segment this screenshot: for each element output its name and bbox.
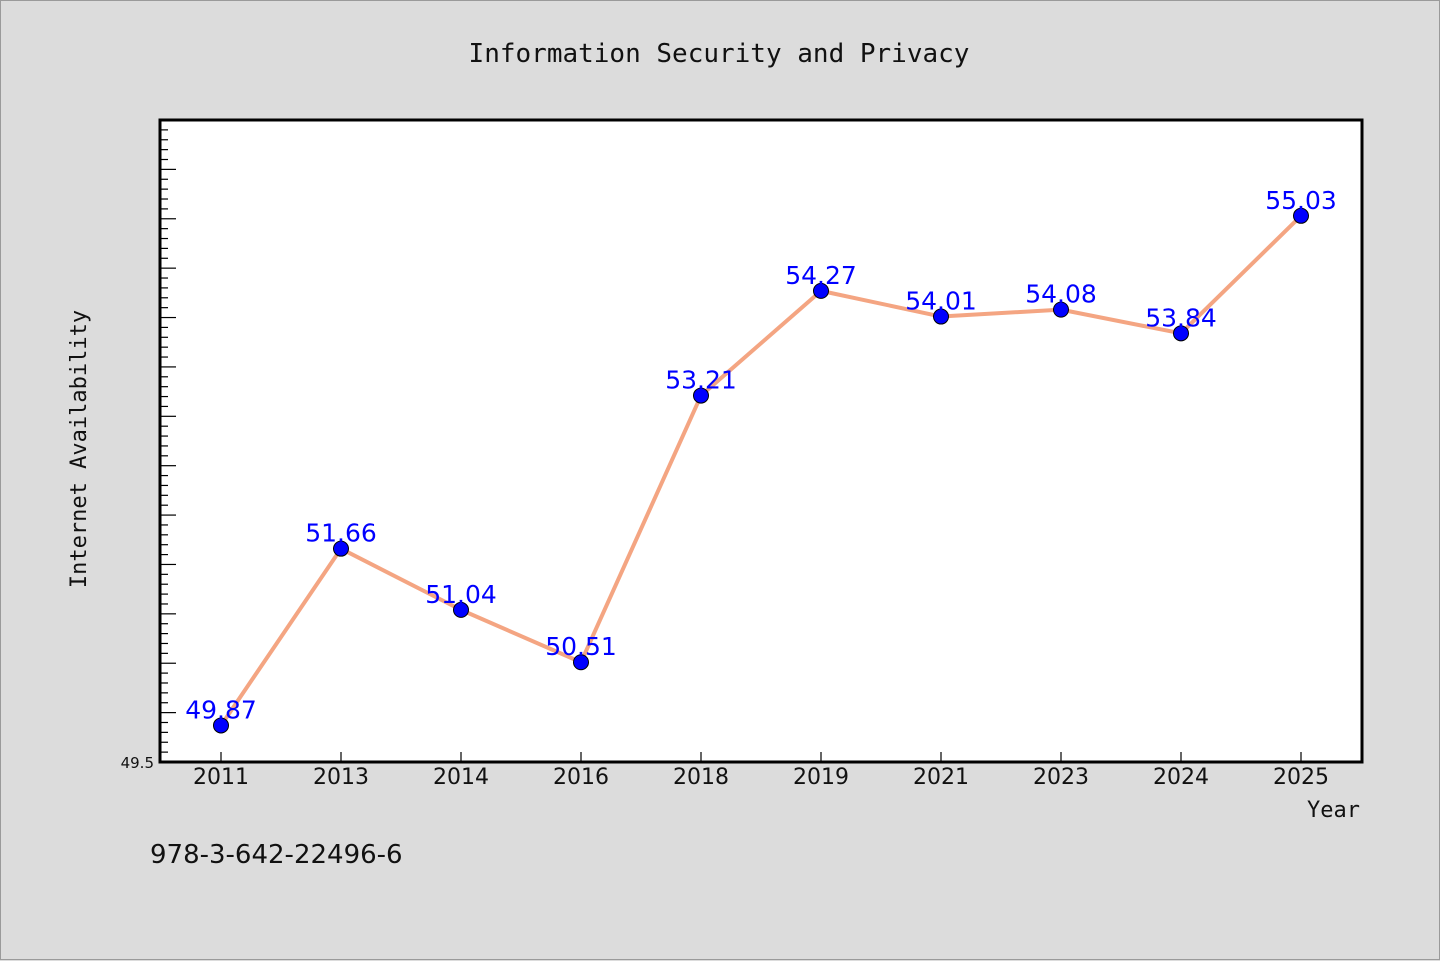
y-tick-label: 49.5 <box>121 754 154 772</box>
series-line <box>219 214 1303 727</box>
x-tick-label: 2018 <box>673 765 729 790</box>
data-label: 54.08 <box>1025 280 1097 309</box>
data-label: 53.84 <box>1145 303 1217 332</box>
y-axis-ticks: 49.5 <box>121 119 176 772</box>
data-point <box>1053 301 1069 318</box>
data-point <box>333 540 349 557</box>
x-tick-label: 2011 <box>193 765 249 790</box>
series-line-group <box>219 214 1303 727</box>
data-point <box>573 654 589 671</box>
data-label: 51.04 <box>425 580 497 609</box>
chart-title: Information Security and Privacy <box>469 39 970 69</box>
data-point <box>1293 207 1309 224</box>
data-point <box>693 387 709 404</box>
x-tick-label: 2014 <box>433 765 489 790</box>
data-point <box>813 282 829 299</box>
data-label: 54.27 <box>785 261 857 290</box>
y-axis-label: Internet Availability <box>67 310 92 588</box>
x-tick-label: 2016 <box>553 765 609 790</box>
x-tick-label: 2024 <box>1153 765 1209 790</box>
data-label: 49.87 <box>185 695 257 724</box>
x-tick-label: 2019 <box>793 765 849 790</box>
data-label: 53.21 <box>665 366 737 395</box>
data-point <box>213 717 229 734</box>
isbn-footer: 978-3-642-22496-6 <box>150 840 403 870</box>
x-tick-label: 2023 <box>1033 765 1089 790</box>
data-label: 50.51 <box>545 632 617 661</box>
data-label: 55.03 <box>1265 186 1337 215</box>
x-tick-label: 2021 <box>913 765 969 790</box>
x-axis-label: Year <box>1307 798 1360 823</box>
x-axis-ticks: 2011 2013 2014 2016 2018 2019 2021 2023 2024 2025 <box>193 752 1329 790</box>
data-point <box>453 601 469 618</box>
data-label: 54.01 <box>905 287 977 316</box>
data-label: 51.66 <box>305 519 377 548</box>
data-points <box>213 207 1309 734</box>
data-labels: 49.87 51.66 51.04 50.51 53.21 54.27 54.01 54.08… <box>185 186 1337 725</box>
data-point <box>933 308 949 325</box>
plot-area <box>158 118 1364 764</box>
data-point <box>1173 325 1189 342</box>
x-tick-label: 2013 <box>313 765 369 790</box>
x-tick-label: 2025 <box>1273 765 1329 790</box>
